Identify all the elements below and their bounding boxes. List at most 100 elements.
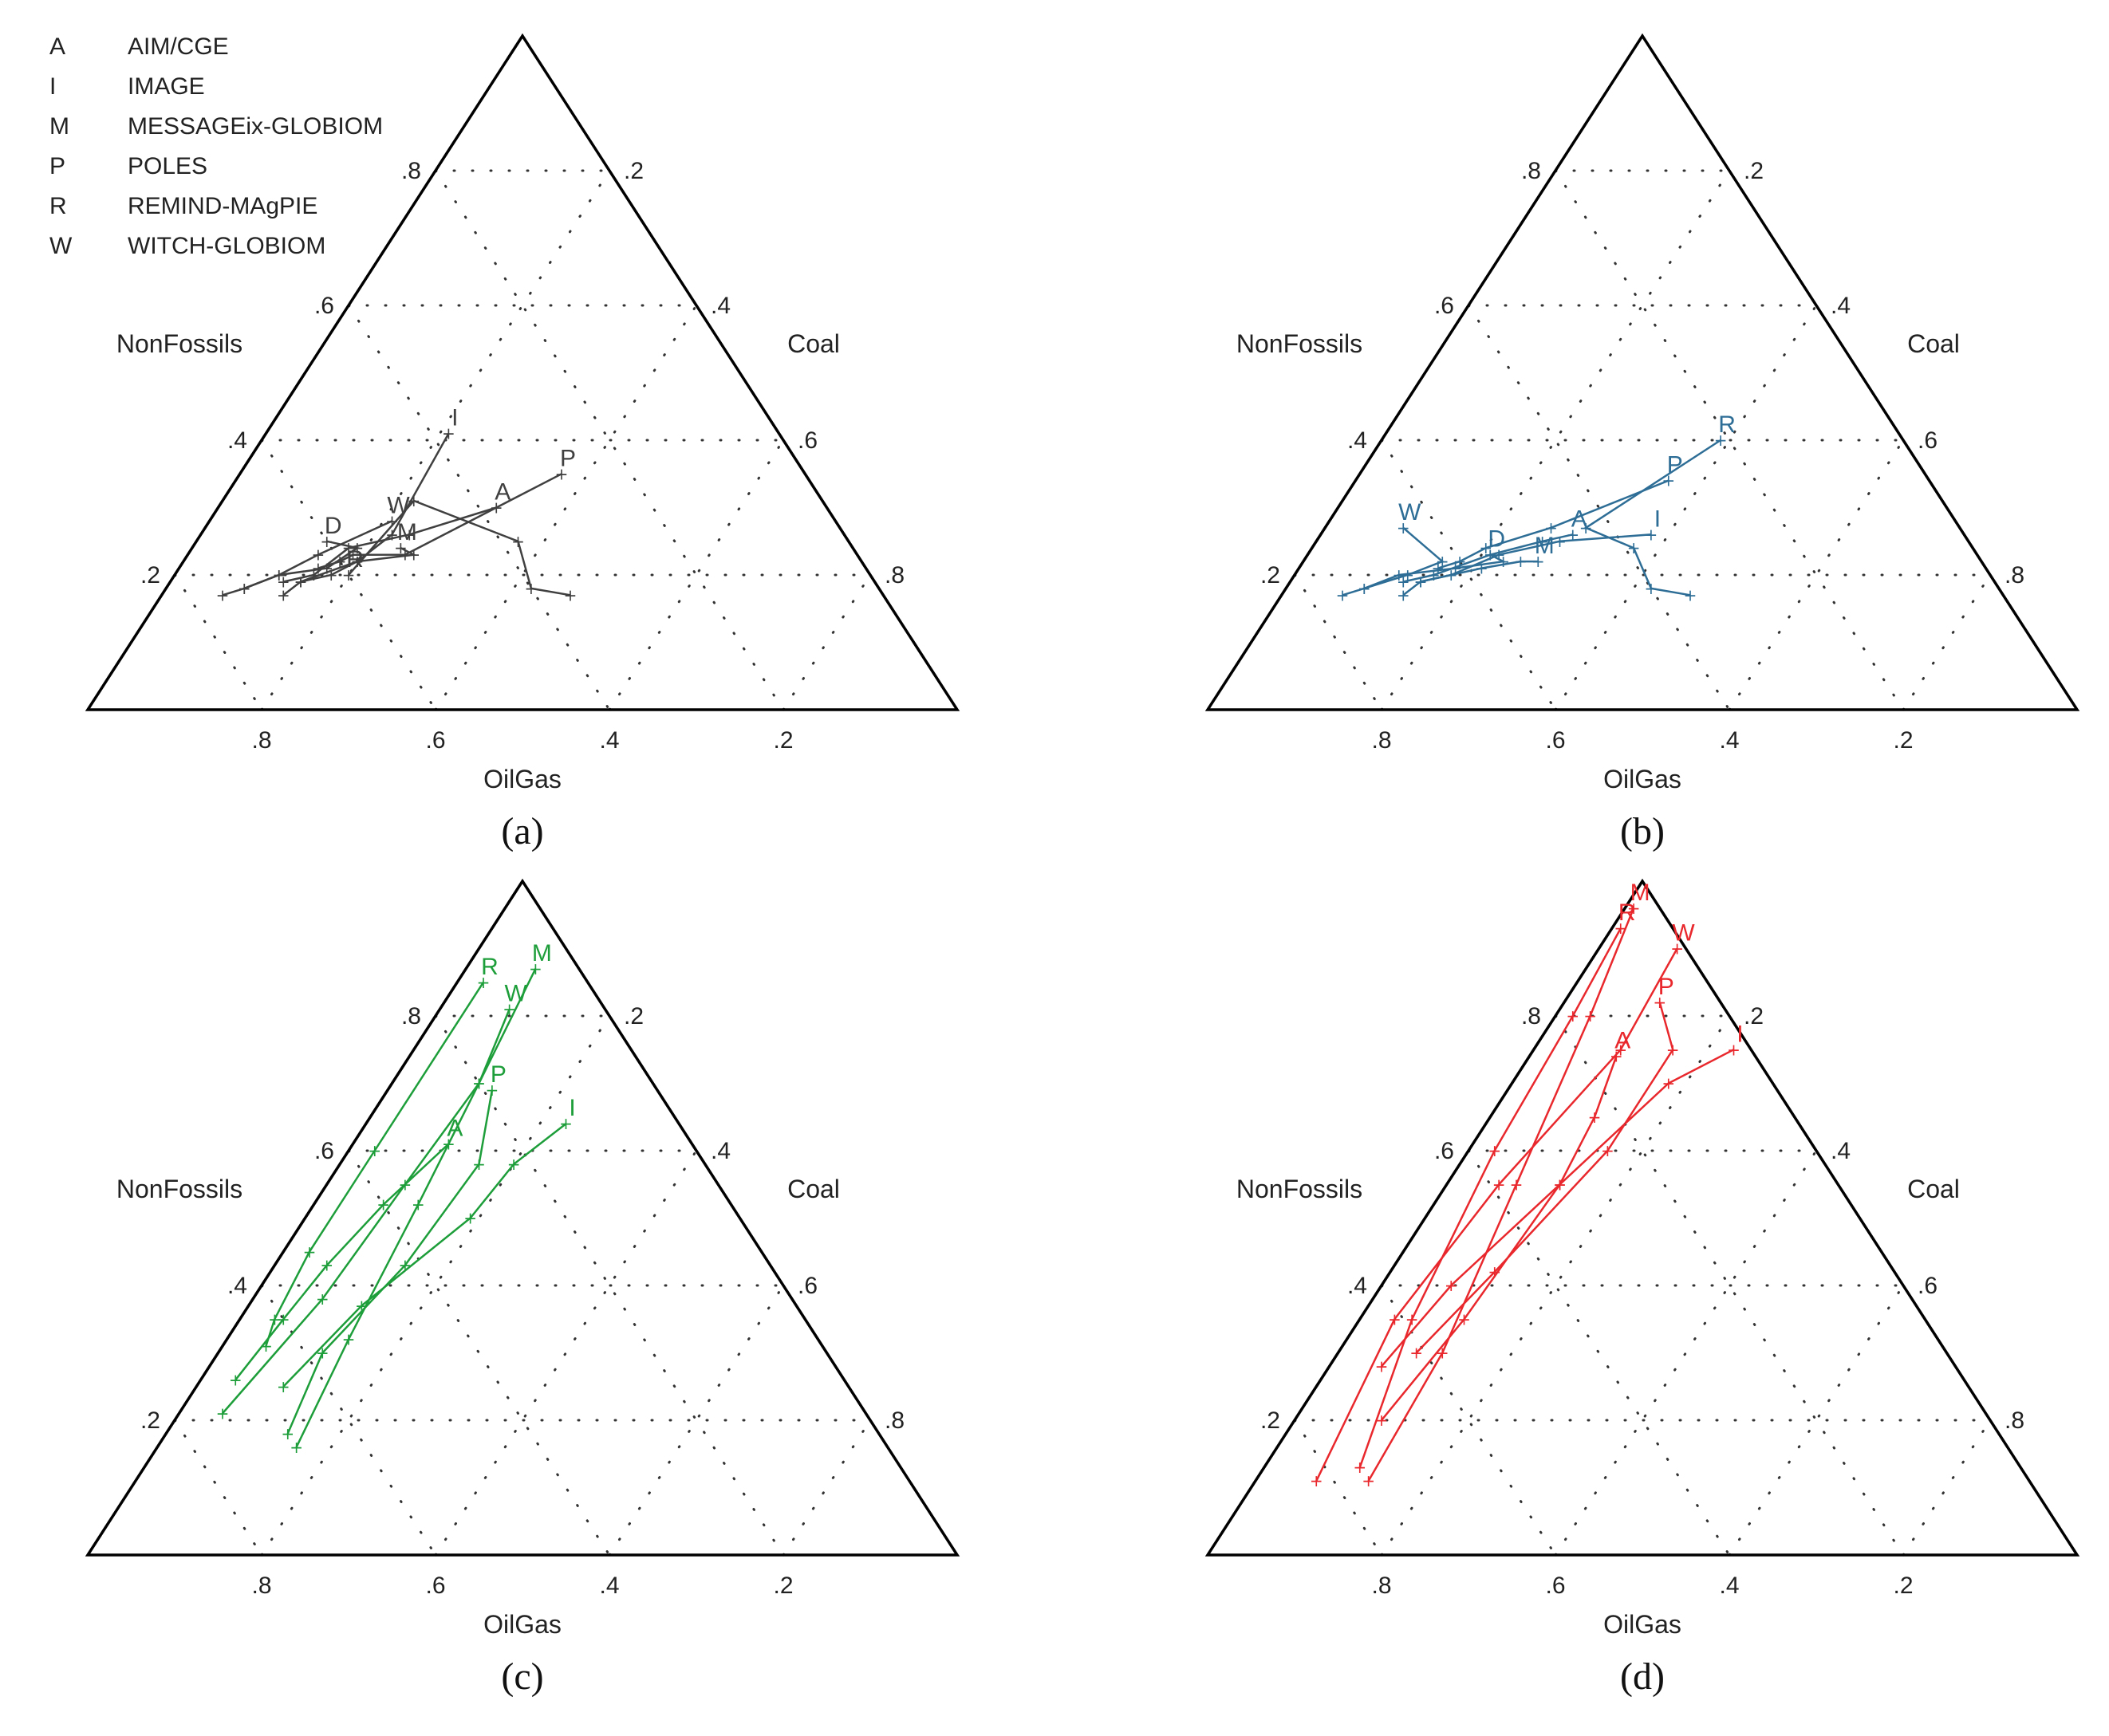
triangle-frame [85,878,960,1557]
series-point-marker: + [351,538,365,557]
dotted-grid [173,1014,872,1557]
series-point-marker: + [1662,471,1675,490]
tick-label-coal: .4 [1831,1138,1851,1164]
axis-label-bottom: OilGas [1603,1610,1681,1639]
series-line [265,982,485,1347]
series-point-marker: + [259,1336,273,1356]
gridline-oilgas [173,1419,263,1557]
series-point-marker: + [351,552,365,571]
series-end-label: M [1630,880,1650,906]
series-point-marker: + [1727,1040,1740,1059]
series-point-marker: + [477,973,491,992]
series-point-marker: + [1375,1356,1389,1376]
series-point-marker: + [407,491,420,510]
axis-label-bottom: OilGas [483,765,562,793]
series-point-marker: + [1531,552,1545,571]
tick-label-coal: .2 [1744,158,1764,184]
series-point-marker: + [281,1424,294,1443]
tick-label-oilgas: .2 [1893,727,1913,754]
tick-label-oilgas: .4 [1719,1573,1739,1599]
legend-model-name: IMAGE [128,73,205,100]
series-point-marker: + [1588,1108,1602,1127]
tick-label-oilgas: .8 [251,1573,271,1599]
panel-caption: (a) [501,810,543,852]
ternary-panel: .2 .8 .2 .4 .6 .4 .6 .4 .6 .8 .2 .8 NonFossils Coal Oi… [85,33,960,852]
legend-model-name: WITCH-GLOBIOM [128,233,326,259]
series-point-marker: + [442,1135,455,1154]
series-end-label: P [491,1061,507,1088]
series-line [295,968,537,1448]
series-point-marker: + [1627,899,1641,918]
series-point-marker: + [1336,585,1350,604]
series-point-marker: + [407,545,420,565]
series-point-marker: + [1496,552,1510,571]
series-point-marker: + [507,1155,521,1174]
legend-model-name: AIM/CGE [128,33,229,60]
series-point-marker: + [1488,1141,1501,1160]
tick-label-nonfossils: .2 [140,1407,160,1434]
series-end-label: I [569,1095,575,1121]
series-end-label: R [481,954,499,980]
series-line [286,1089,494,1435]
tick-label-coal: .6 [798,427,818,454]
series-trajectory: +++++I [1375,1021,1744,1376]
series-trajectory: +++++M [290,940,552,1457]
series-trajectory: +++++R [342,491,578,604]
series-point-marker: + [238,579,251,598]
tick-label-coal: .8 [2005,562,2024,589]
tick-label-coal: .6 [1918,427,1938,454]
series-trajectory: +++++P [1431,452,1682,578]
tick-label-nonfossils: .4 [1347,1273,1367,1299]
panel-caption: (c) [501,1655,543,1698]
series-trajectory: +++++W [1310,920,1696,1491]
series-point-marker: + [503,1000,516,1019]
axis-label-left: NonFossils [116,1175,242,1203]
tick-label-nonfossils: .6 [1434,293,1454,319]
series-point-marker: + [1579,518,1593,537]
series-trajectory: + + + + + P [1409,974,1679,1362]
series-point-marker: + [1362,1471,1375,1490]
tick-label-oilgas: .8 [1371,1573,1391,1599]
series-point-marker: + [1358,579,1371,598]
tick-label-coal: .2 [624,158,644,184]
series-point-marker: + [229,1370,242,1389]
tick-label-oilgas: .2 [1893,1573,1913,1599]
series-line [348,499,571,596]
series-line [243,540,361,590]
series-end-label: D [1488,526,1505,553]
legend-model-name: MESSAGEix-GLOBIOM [128,113,384,140]
ternary-panel: .2 .8 .2 .4 .6 .4 .6 .4 .6 .8 .2 .8 NonFossils Coal Oi… [1204,33,2080,852]
series-end-label: P [1658,974,1674,1000]
tick-label-coal: .2 [1744,1003,1764,1029]
tick-label-coal: .4 [711,293,731,319]
series-point-marker: + [1488,1262,1501,1281]
tick-label-nonfossils: .2 [1260,1407,1280,1434]
series-line [1381,1049,1734,1368]
series-end-label: A [447,1116,463,1142]
series-line [1363,553,1507,590]
series-point-marker: + [472,1155,486,1174]
axis-label-left: NonFossils [1236,1175,1362,1203]
series-trajectory: +++++W [1336,499,1449,605]
series-point-marker: + [1662,1074,1675,1093]
axis-label-right: Coal [1907,1175,1960,1203]
series-trajectory: + + + + + P [281,1061,507,1443]
series-line [1381,1056,1618,1421]
series-point-marker: + [490,498,503,518]
series-point-marker: + [376,1195,390,1214]
tick-label-oilgas: .8 [251,727,271,754]
series-trajectory: +++++A [229,1116,463,1390]
series-point-marker: + [1484,545,1497,565]
series-point-marker: + [1553,1175,1567,1194]
series-point-marker: + [1553,532,1567,551]
tick-label-nonfossils: .2 [140,562,160,589]
series-point-marker: + [1353,1458,1366,1477]
series-trajectory: +++++W [216,981,528,1423]
series-point-marker: + [355,1296,369,1315]
series-point-marker: + [316,1344,329,1363]
series-point-marker: + [385,525,399,544]
series-point-marker: + [385,511,399,530]
series-point-marker: + [564,585,578,604]
tick-label-nonfossils: .4 [227,1273,247,1299]
series-end-label: A [1571,506,1587,532]
